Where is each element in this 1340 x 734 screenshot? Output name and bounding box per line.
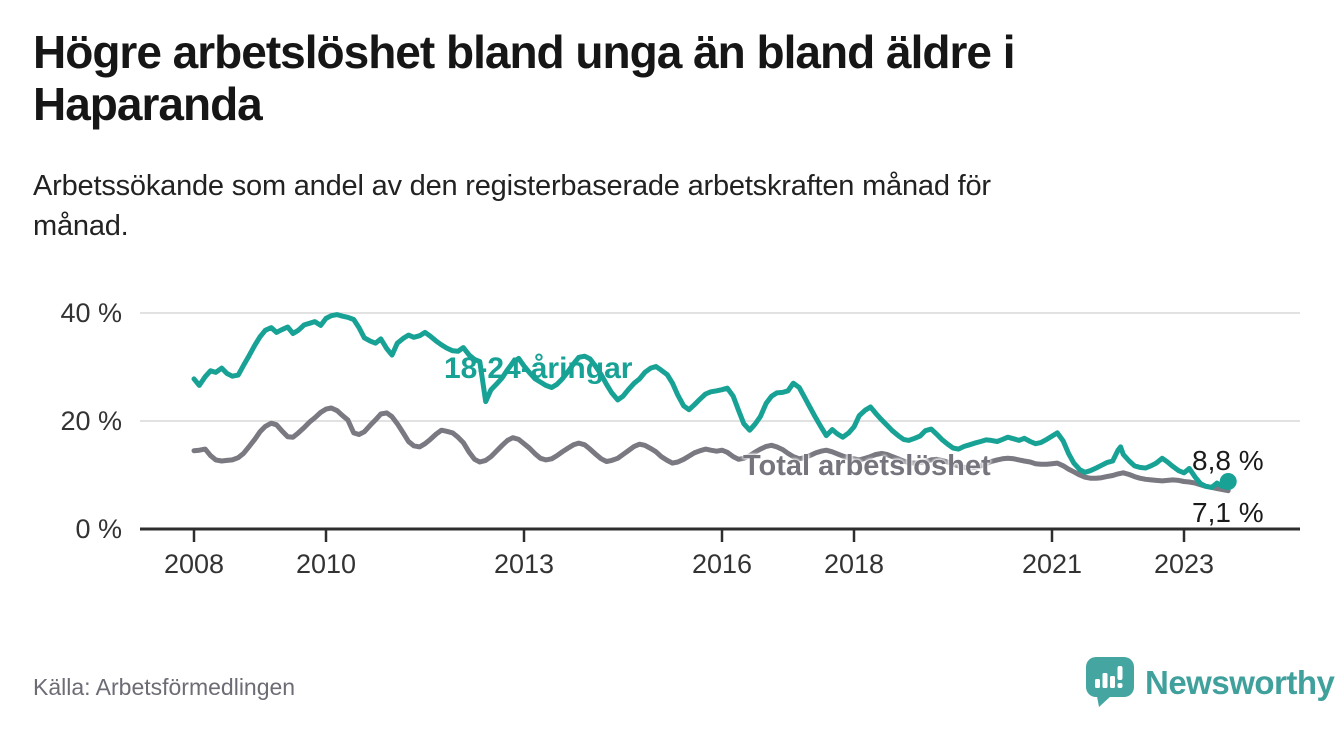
chart-subtitle-line2: månad. [33,210,129,243]
x-axis-tick-label: 2016 [692,549,752,579]
x-axis-tick-label: 2013 [494,549,554,579]
newsworthy-logo: Newsworthy [1086,657,1335,708]
x-axis-tick-label: 2021 [1022,549,1082,579]
x-axis-tick-label: 2010 [296,549,356,579]
chart-subtitle-line1: Arbetssökande som andel av den registerb… [33,170,991,202]
y-axis-tick-label: 0 % [75,514,122,544]
end-value-label-total: 7,1 % [1192,497,1264,528]
chart-subtitle: Arbetssökande som andel av den registerb… [33,166,1273,246]
y-axis-tick-label: 20 % [60,406,122,436]
end-point-marker [1219,472,1237,490]
newsworthy-wordmark: Newsworthy [1145,663,1335,701]
chart-title-line2: Haparanda [33,78,263,131]
x-axis-tick-label: 2023 [1154,549,1214,579]
newsworthy-logo-icon [1086,657,1134,708]
y-axis-tick-label: 40 % [60,298,122,328]
series-line-total [191,405,1231,494]
x-axis-tick-label: 2008 [164,549,224,579]
source-note: Källa: Arbetsförmedlingen [33,674,296,700]
series-line-youth [191,312,1231,490]
series-label-total: Total arbetslöshet [743,450,991,482]
x-axis-tick-label: 2018 [824,549,884,579]
end-value-label-youth: 8,8 % [1192,445,1264,476]
chart-title: Högre arbetslöshet bland unga än bland ä… [33,26,1313,131]
series-label-youth: 18-24-åringar [444,352,633,385]
chart-title-line1: Högre arbetslöshet bland unga än bland ä… [33,26,1015,78]
